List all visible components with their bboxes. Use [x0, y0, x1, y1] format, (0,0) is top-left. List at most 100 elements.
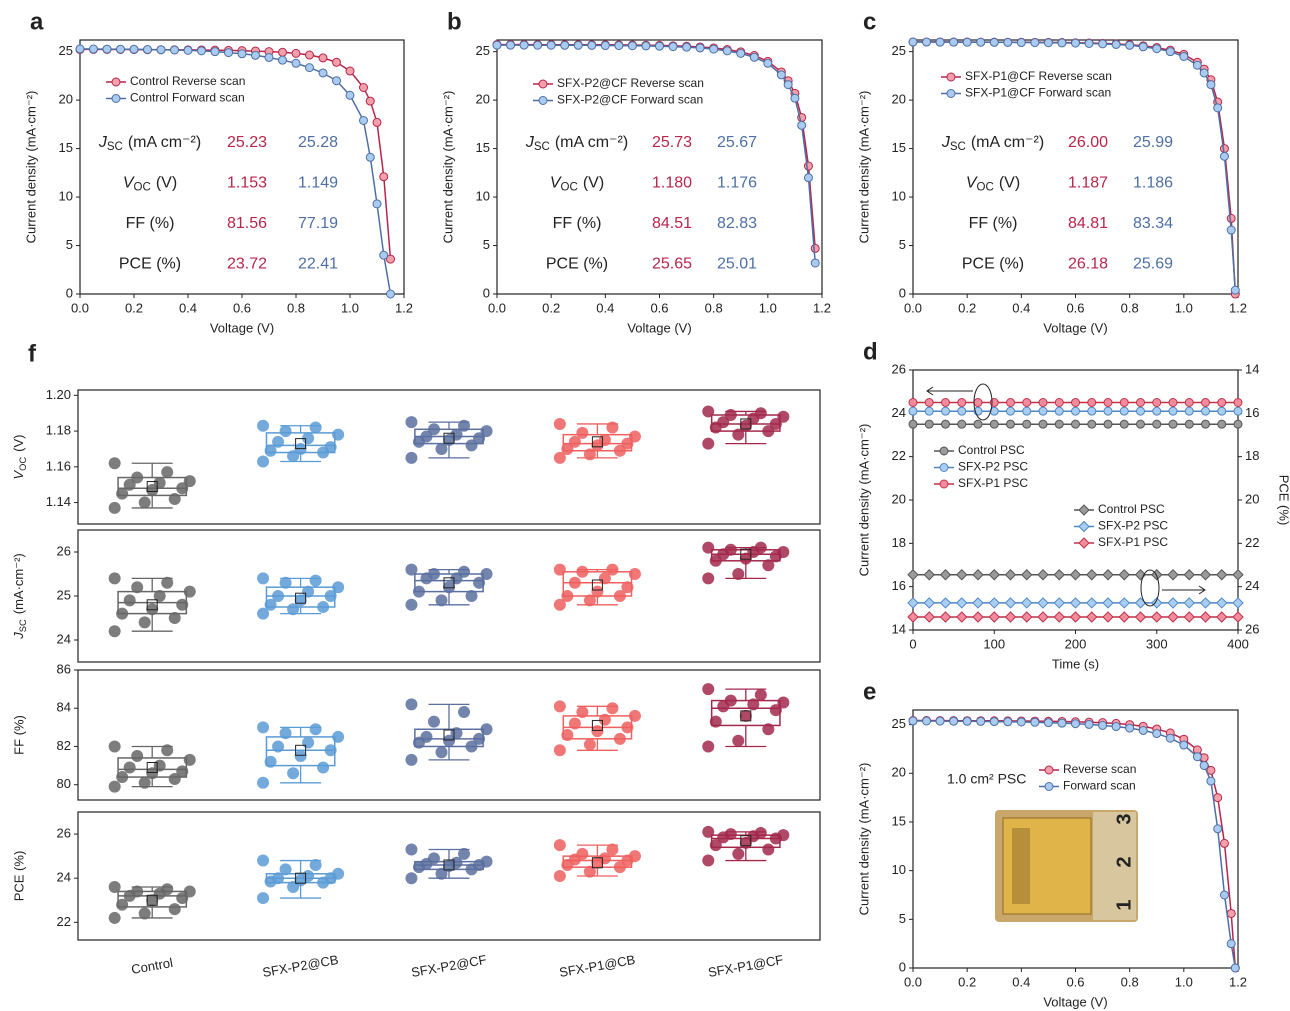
data-point	[1139, 726, 1147, 734]
data-point	[534, 41, 542, 49]
data-point	[762, 844, 774, 856]
x-tick-label: SFX-P1@CB	[558, 952, 636, 980]
y-tick-label: 14	[892, 621, 906, 636]
data-point	[941, 570, 951, 580]
data-point	[257, 721, 269, 733]
data-point	[584, 739, 596, 751]
data-point	[1220, 839, 1228, 847]
x-tick-label: 1.0	[759, 300, 777, 315]
y-tick-label: 15	[892, 140, 906, 155]
data-point	[1031, 718, 1039, 726]
parameter-name: VOC(V)	[550, 175, 604, 194]
data-point	[1220, 152, 1228, 160]
photo-label: 1	[1113, 899, 1135, 910]
data-point	[1112, 40, 1120, 48]
data-point	[373, 118, 381, 126]
data-point	[1153, 45, 1161, 53]
legend-label: SFX-P1@CF Reverse scan	[965, 69, 1112, 83]
data-point	[554, 418, 566, 430]
y-tick-label: 15	[476, 140, 490, 155]
data-point	[811, 259, 819, 267]
data-point	[958, 407, 966, 415]
y-tick-label: 26	[57, 826, 71, 841]
y-tick-label: 84	[57, 700, 71, 715]
data-point	[154, 477, 166, 489]
parameter-name: FF (%)	[553, 215, 602, 232]
data-point	[554, 870, 566, 882]
y-axis-title: FF (%)	[11, 715, 26, 755]
parameter-name-subscript: OC	[561, 182, 578, 194]
data-point	[1233, 570, 1243, 580]
data-point	[184, 754, 196, 766]
legend-marker	[1045, 783, 1053, 791]
data-point	[360, 84, 368, 92]
data-point	[755, 542, 767, 554]
data-point	[963, 717, 971, 725]
data-point	[507, 41, 515, 49]
data-point	[1072, 720, 1080, 728]
data-point	[380, 251, 388, 259]
data-point	[1153, 730, 1161, 738]
data-point	[198, 47, 206, 55]
data-point	[1072, 420, 1080, 428]
data-point	[366, 153, 374, 161]
data-point	[317, 762, 329, 774]
data-point	[973, 612, 983, 622]
data-point	[1087, 612, 1097, 622]
data-point	[332, 429, 344, 441]
x-tick-label: 0.6	[650, 300, 668, 315]
parameter-name-unit: (V)	[156, 175, 177, 192]
x-tick-label: 1.0	[1175, 974, 1193, 989]
panel-label: b	[447, 8, 462, 35]
data-point	[989, 612, 999, 622]
data-point	[458, 566, 470, 578]
x-tick-label: 1.2	[1229, 300, 1247, 315]
data-point	[333, 77, 341, 85]
legend-marker	[539, 80, 547, 88]
parameter-value: 25.65	[652, 256, 692, 273]
data-point	[606, 702, 618, 714]
data-point	[1088, 420, 1096, 428]
y-tick-label: 24	[57, 631, 71, 646]
data-point	[1214, 104, 1222, 112]
legend-label: SFX-P1 PSC	[958, 476, 1028, 490]
parameter-name: PCE (%)	[962, 256, 1024, 273]
data-point	[405, 599, 417, 611]
data-point	[1072, 39, 1080, 47]
data-point	[1152, 612, 1162, 622]
y-tick-label: 0	[899, 285, 906, 300]
data-point	[554, 700, 566, 712]
parameter-name: PCE (%)	[546, 256, 608, 273]
data-point	[1214, 794, 1222, 802]
data-point	[1126, 724, 1134, 732]
data-point	[798, 121, 806, 129]
data-point	[958, 420, 966, 428]
data-point	[750, 53, 758, 61]
data-point	[1202, 420, 1210, 428]
data-point	[925, 420, 933, 428]
data-point	[941, 598, 951, 608]
data-point	[908, 570, 918, 580]
data-point	[1104, 399, 1112, 407]
data-point	[1022, 598, 1032, 608]
data-point	[139, 497, 151, 509]
data-point	[909, 420, 917, 428]
y-axis-title: Current density (mA·cm⁻²)	[856, 91, 871, 244]
data-point	[310, 723, 322, 735]
data-point	[1169, 420, 1177, 428]
x-tick-label: 400	[1227, 636, 1249, 651]
data-point	[257, 855, 269, 867]
y-tick-label: 22	[892, 448, 906, 463]
data-point	[909, 399, 917, 407]
data-point	[740, 710, 752, 722]
data-point	[1039, 407, 1047, 415]
data-point	[280, 425, 292, 437]
data-point	[1153, 407, 1161, 415]
data-point	[811, 244, 819, 252]
data-point	[157, 46, 165, 54]
x-tick-label: 0.6	[1066, 974, 1084, 989]
parameter-name: FF (%)	[126, 215, 175, 232]
legend-label: Control Reverse scan	[130, 74, 245, 88]
data-point	[1099, 721, 1107, 729]
data-point	[1072, 407, 1080, 415]
